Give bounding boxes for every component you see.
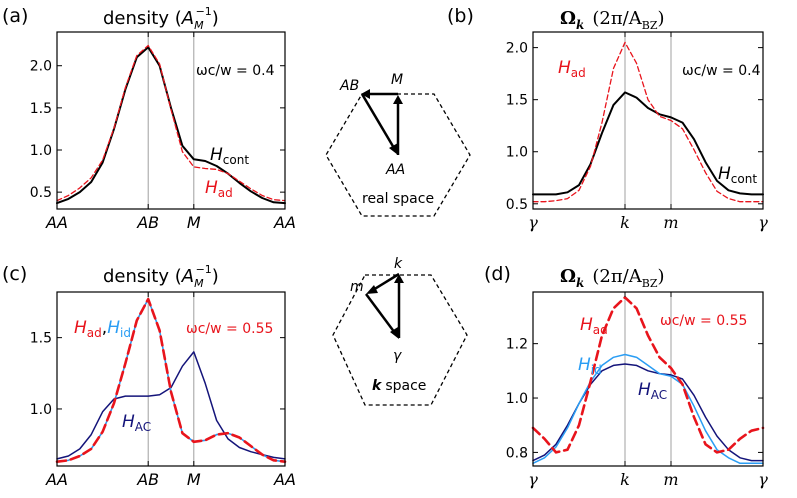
x-tick-label: γ — [528, 213, 538, 232]
series-line-h-ad — [532, 41, 764, 203]
series-line-h-id — [532, 353, 764, 465]
y-tick-label: 0.5 — [30, 185, 52, 201]
real-arrowhead-m — [393, 95, 403, 104]
real-label-aa: AA — [385, 162, 405, 178]
series-line-h-ad — [56, 44, 286, 202]
k-arrowhead-k — [394, 274, 404, 283]
y-tick-label: 1.0 — [30, 143, 52, 159]
y-tick-label: 1.5 — [30, 101, 52, 117]
x-tick-label: AA — [273, 470, 296, 489]
x-tick-label: M — [187, 213, 201, 232]
real-label-ab: AB — [339, 78, 359, 94]
series-line-h-ad — [55, 297, 287, 463]
panel-b-had-label: Had — [558, 58, 586, 80]
real-space-caption: real space — [362, 191, 434, 207]
series-line-h-ac — [56, 351, 286, 460]
y-tick-label: 1.0 — [506, 145, 528, 161]
panel-label-a: (a) — [2, 5, 28, 27]
panel-a-had-label: Had — [205, 178, 233, 200]
x-tick-label: M — [187, 470, 201, 489]
y-tick-label: 1.0 — [30, 402, 52, 418]
y-tick-label: 1.5 — [30, 331, 52, 347]
panel-b-annotation: ωc/w = 0.4 — [682, 63, 761, 79]
panel-c-had-hid-label: Had,Hid — [74, 318, 131, 340]
panel-label-c: (c) — [2, 263, 27, 285]
y-tick-label: 2.0 — [30, 59, 52, 75]
k-label-gamma: γ — [393, 348, 402, 364]
panel-c-title: density (AM−1) — [103, 263, 219, 290]
series-line-h-cont — [532, 91, 764, 196]
panel-c-plot: AA AB M AA 1.0 1.5 — [30, 291, 296, 489]
axes-frame — [532, 31, 764, 210]
panel-b-hcont-label: Hcont — [718, 164, 757, 186]
x-tick-label: AB — [136, 213, 159, 232]
k-arrow-m-gamma — [364, 293, 397, 334]
panel-c-hac-label: HAC — [122, 412, 151, 434]
k-space-diagram: m k γ k space — [332, 256, 468, 406]
x-tick-label: m — [663, 213, 678, 232]
x-tick-label: γ — [758, 213, 768, 232]
k-space-caption: k space — [372, 378, 426, 394]
y-tick-label: 0.8 — [506, 445, 528, 461]
x-tick-label: k — [620, 213, 630, 232]
x-tick-label: γ — [758, 470, 768, 489]
y-tick-label: 1.5 — [506, 93, 528, 109]
axes-frame — [532, 291, 764, 467]
x-tick-label: k — [620, 470, 630, 489]
y-tick-label: 2.0 — [506, 41, 528, 57]
k-arrow-k-m — [372, 272, 400, 292]
x-tick-label: AA — [45, 213, 68, 232]
panel-c-annotation: ωc/w = 0.55 — [186, 321, 273, 337]
k-arrowhead-gamma — [390, 327, 399, 339]
axes-frame — [56, 31, 286, 210]
panel-a-hcont-label: Hcont — [210, 145, 249, 167]
panel-d-title: Ωk (2π/ABZ) — [560, 266, 665, 290]
x-tick-label: AB — [136, 470, 159, 489]
panel-a-title: density (AM−1) — [103, 5, 219, 32]
k-space-hexagon — [332, 274, 468, 406]
panel-d-had-label: Had — [580, 315, 608, 337]
x-tick-label: AA — [45, 470, 68, 489]
real-arrowhead-ab — [361, 89, 370, 99]
axes-frame — [56, 291, 286, 467]
x-tick-label: γ — [528, 470, 538, 489]
k-label-k: k — [394, 256, 403, 272]
x-tick-label: m — [663, 470, 678, 489]
y-tick-label: 0.5 — [506, 197, 528, 213]
real-arrow-ab-aa — [360, 93, 396, 149]
series-line-h-ac — [532, 363, 764, 462]
panel-d-annotation: ωc/w = 0.55 — [660, 313, 747, 329]
k-arrowhead-m — [366, 285, 378, 294]
panel-b-plot: γ k m γ0.51.01.52.0 — [506, 31, 768, 232]
panel-label-d: (d) — [484, 263, 511, 285]
panel-label-b: (b) — [447, 5, 474, 27]
real-arrowhead-aa — [389, 143, 398, 155]
panel-b-title: Ωk (2π/ABZ) — [560, 8, 665, 32]
panel-d-hid-label: Hid — [578, 355, 602, 377]
panel-a-annotation: ωc/w = 0.4 — [196, 63, 275, 79]
panel-d-plot: γ k m γ0.81.01.2 — [506, 291, 768, 489]
real-label-m: M — [391, 72, 403, 88]
real-space-diagram: AB M AA real space — [325, 72, 471, 217]
series-line-h-ad — [531, 296, 765, 454]
panel-a-plot: AA AB M AA 0.5 1.0 1.5 2.0 — [30, 31, 296, 232]
real-space-hexagon — [325, 93, 471, 217]
series-line-h-cont — [56, 46, 286, 205]
panel-d-hac-label: HAC — [638, 380, 667, 402]
y-tick-label: 1.2 — [506, 337, 528, 353]
x-tick-label: AA — [273, 213, 296, 232]
y-tick-label: 1.0 — [506, 391, 528, 407]
k-label-m: m — [350, 279, 364, 295]
